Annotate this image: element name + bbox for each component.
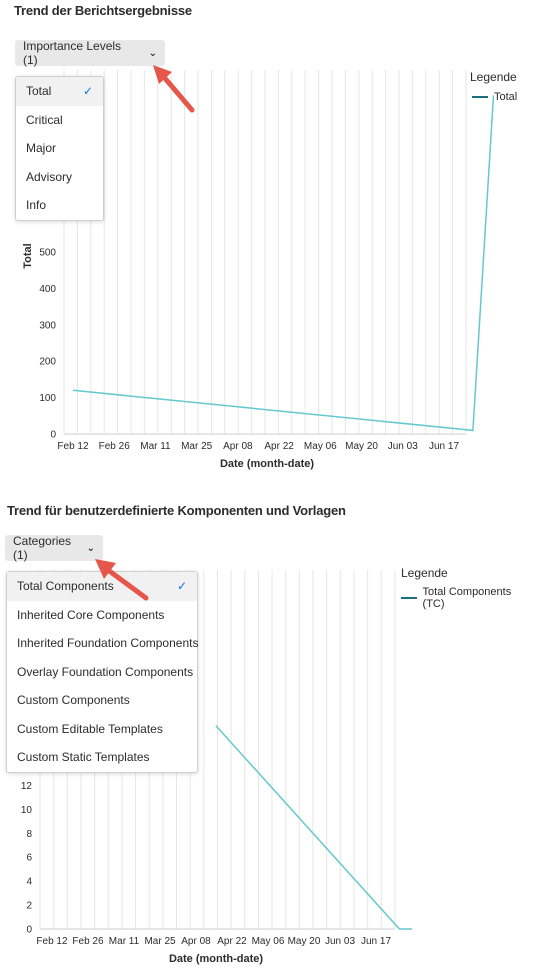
menu-item-label: Overlay Foundation Components bbox=[17, 664, 194, 679]
y-tick-label: 6 bbox=[26, 853, 32, 864]
menu-item-info[interactable]: Info bbox=[16, 191, 103, 220]
x-tick-label: Feb 12 bbox=[57, 441, 89, 452]
importance-levels-menu: Total ✓ Critical Major Advisory Info bbox=[15, 76, 104, 221]
menu-item-label: Inherited Foundation Components bbox=[17, 636, 199, 650]
y-tick-label: 0 bbox=[50, 430, 56, 441]
series-line-total bbox=[215, 725, 412, 930]
x-tick-label: May 20 bbox=[345, 441, 378, 452]
chart-title: Trend der Berichtsergebnisse bbox=[14, 3, 192, 18]
custom-components-trend-panel: Trend für benutzerdefinierte Komponenten… bbox=[0, 500, 533, 970]
y-axis-label: Total bbox=[22, 243, 34, 268]
x-tick-label: Jun 17 bbox=[361, 936, 391, 947]
y-tick-label: 12 bbox=[21, 781, 33, 792]
menu-item-overlay-foundation-components[interactable]: Overlay Foundation Components bbox=[7, 658, 197, 687]
legend-item-label: Total Components (TC) bbox=[422, 586, 512, 610]
x-tick-label: Jun 17 bbox=[429, 441, 459, 452]
menu-item-inherited-core-components[interactable]: Inherited Core Components bbox=[7, 601, 197, 630]
y-tick-label: 100 bbox=[39, 393, 56, 404]
legend-item-total[interactable]: Total bbox=[472, 91, 517, 103]
menu-item-label: Custom Editable Templates bbox=[17, 721, 163, 736]
x-axis-label: Date (month-date) bbox=[169, 953, 263, 965]
x-tick-label: Apr 22 bbox=[217, 936, 247, 947]
menu-item-total[interactable]: Total ✓ bbox=[16, 77, 103, 106]
importance-levels-dropdown[interactable]: Importance Levels (1) ⌄ bbox=[15, 39, 165, 67]
menu-item-label: Info bbox=[26, 198, 47, 212]
x-tick-label: Mar 25 bbox=[144, 936, 176, 947]
dropdown-label: Importance Levels (1) bbox=[23, 39, 122, 67]
legend-swatch bbox=[472, 96, 488, 98]
y-tick-label: 4 bbox=[26, 877, 32, 888]
legend-title: Legende bbox=[401, 566, 448, 580]
legend-swatch bbox=[401, 597, 417, 599]
menu-item-label: Total Components bbox=[17, 579, 114, 593]
dropdown-label: Categories (1) bbox=[13, 534, 72, 562]
menu-item-label: Major bbox=[26, 141, 57, 155]
chevron-down-icon: ⌄ bbox=[148, 47, 157, 59]
legend-item-total-components[interactable]: Total Components (TC) bbox=[401, 586, 533, 610]
report-results-line-chart: 0 100 200 300 400 500 Feb 12 Feb 26 Mar 11 Mar 25… bbox=[22, 70, 495, 470]
y-tick-label: 200 bbox=[39, 357, 56, 368]
menu-item-label: Total bbox=[26, 84, 52, 98]
menu-item-custom-components[interactable]: Custom Components bbox=[7, 686, 197, 715]
y-tick-label: 10 bbox=[21, 805, 33, 816]
menu-item-custom-editable-templates[interactable]: Custom Editable Templates bbox=[7, 715, 197, 744]
x-tick-label: Jun 03 bbox=[325, 936, 355, 947]
x-tick-label: Feb 26 bbox=[99, 441, 131, 452]
x-tick-label: May 20 bbox=[288, 936, 321, 947]
x-axis-label: Date (month-date) bbox=[220, 458, 314, 470]
chart-title: Trend für benutzerdefinierte Komponenten… bbox=[7, 503, 346, 518]
menu-item-label: Inherited Core Components bbox=[17, 607, 165, 622]
categories-menu: Total Components ✓ Inherited Core Compon… bbox=[6, 571, 198, 773]
y-tick-label: 0 bbox=[26, 925, 32, 936]
x-tick-label: Apr 08 bbox=[181, 936, 211, 947]
menu-item-custom-static-templates[interactable]: Custom Static Templates bbox=[7, 743, 197, 772]
menu-item-label: Critical bbox=[26, 112, 63, 127]
menu-item-critical[interactable]: Critical bbox=[16, 106, 103, 135]
y-tick-label: 8 bbox=[26, 829, 32, 840]
x-tick-label: May 06 bbox=[252, 936, 285, 947]
y-tick-label: 2 bbox=[26, 901, 32, 912]
annotation-arrow-icon bbox=[153, 65, 195, 113]
y-tick-label: 400 bbox=[39, 284, 56, 295]
legend-title: Legende bbox=[470, 70, 517, 84]
checkmark-icon: ✓ bbox=[82, 84, 93, 98]
menu-item-total-components[interactable]: Total Components ✓ bbox=[7, 572, 197, 601]
x-tick-label: Feb 12 bbox=[36, 936, 68, 947]
x-tick-label: May 06 bbox=[304, 441, 337, 452]
menu-item-label: Advisory bbox=[26, 169, 73, 184]
y-tick-label: 300 bbox=[39, 320, 56, 331]
menu-item-label: Custom Static Templates bbox=[17, 750, 150, 764]
report-results-trend-panel: Trend der Berichtsergebnisse 0 100 200 300 4… bbox=[14, 3, 517, 470]
chevron-down-icon: ⌄ bbox=[86, 542, 95, 554]
menu-item-advisory[interactable]: Advisory bbox=[16, 163, 103, 192]
menu-item-label: Custom Components bbox=[17, 693, 130, 707]
y-tick-label: 500 bbox=[39, 248, 56, 259]
menu-item-major[interactable]: Major bbox=[16, 134, 103, 163]
legend-item-label: Total bbox=[494, 91, 518, 103]
x-tick-label: Mar 11 bbox=[140, 441, 171, 452]
x-tick-label: Apr 08 bbox=[223, 441, 253, 452]
x-tick-label: Apr 22 bbox=[264, 441, 294, 452]
categories-dropdown[interactable]: Categories (1) ⌄ bbox=[5, 534, 103, 562]
series-line-total bbox=[72, 95, 495, 432]
checkmark-icon: ✓ bbox=[176, 579, 187, 593]
annotation-arrow-icon bbox=[95, 559, 149, 601]
x-tick-label: Mar 25 bbox=[181, 441, 213, 452]
x-tick-label: Feb 26 bbox=[72, 936, 104, 947]
x-tick-label: Mar 11 bbox=[109, 936, 140, 947]
x-tick-label: Jun 03 bbox=[388, 441, 418, 452]
menu-item-inherited-foundation-components[interactable]: Inherited Foundation Components bbox=[7, 629, 199, 658]
